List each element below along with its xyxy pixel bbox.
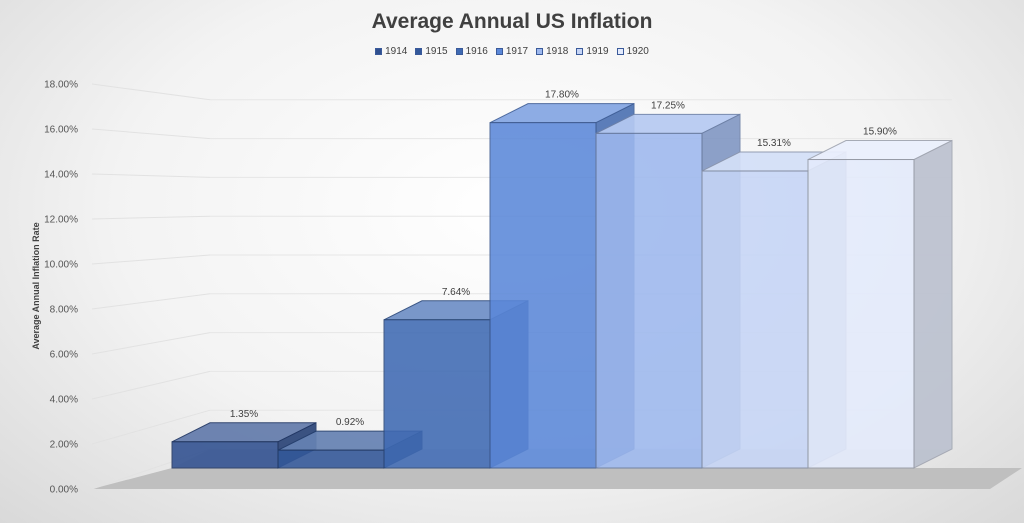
data-label: 17.80%: [545, 90, 579, 101]
bar-front: [701, 170, 809, 469]
legend-label: 1916: [465, 46, 488, 57]
gridline: [91, 254, 211, 265]
legend-item: 1920: [616, 46, 649, 57]
y-tick-label: 6.00%: [50, 350, 78, 361]
bar-front: [595, 132, 703, 469]
y-tick-label: 18.00%: [44, 80, 78, 91]
legend-item: 1918: [536, 46, 568, 57]
y-tick-label: 4.00%: [50, 395, 78, 406]
gridline: [91, 128, 211, 140]
legend-swatch: [576, 48, 584, 55]
data-label: 7.64%: [442, 287, 470, 298]
y-tick-label: 12.00%: [44, 215, 78, 226]
legend-item: 1915: [415, 46, 448, 57]
gridline: [91, 370, 211, 400]
legend-label: 1918: [546, 46, 569, 57]
gridline: [91, 83, 211, 101]
bar-front: [807, 159, 915, 469]
data-label: 1.35%: [230, 409, 258, 420]
data-label: 0.92%: [336, 417, 364, 428]
y-tick-label: 16.00%: [44, 125, 78, 136]
bar-1920: [807, 139, 953, 469]
gridline: [91, 173, 211, 178]
legend-label: 1915: [425, 46, 448, 57]
legend-swatch: [536, 48, 544, 55]
bar-side: [913, 139, 953, 469]
data-label: 15.90%: [863, 127, 897, 138]
legend-label: 1920: [626, 46, 649, 57]
floor: [92, 468, 1022, 489]
bar-front: [383, 319, 491, 469]
legend: 1914 1915 1916 1917 1918 1919 1920: [0, 46, 1024, 57]
gridline: [91, 332, 211, 355]
data-label: 17.25%: [651, 100, 685, 111]
bar-front: [277, 449, 385, 469]
gridline: [91, 215, 211, 220]
y-tick-label: 14.00%: [44, 170, 78, 181]
gridline: [91, 293, 211, 310]
legend-label: 1914: [385, 46, 408, 57]
gridline: [91, 409, 211, 445]
y-tick-label: 10.00%: [44, 260, 78, 271]
bar-front: [489, 122, 597, 469]
y-tick-label: 2.00%: [50, 440, 78, 451]
legend-swatch: [616, 48, 624, 55]
legend-label: 1917: [505, 46, 529, 57]
bar-front: [171, 441, 279, 469]
legend-swatch: [495, 48, 503, 55]
legend-label: 1919: [586, 46, 609, 57]
legend-item: 1916: [455, 46, 488, 57]
legend-swatch: [375, 48, 383, 55]
legend-swatch: [415, 48, 423, 55]
legend-swatch: [455, 48, 463, 55]
y-tick-label: 8.00%: [50, 305, 78, 316]
legend-item: 1919: [576, 46, 609, 57]
data-label: 15.31%: [757, 138, 791, 149]
legend-item: 1917: [495, 46, 529, 57]
chart-title: Average Annual US Inflation: [371, 10, 653, 33]
legend-item: 1914: [375, 46, 407, 57]
y-tick-label: 0.00%: [50, 485, 78, 496]
